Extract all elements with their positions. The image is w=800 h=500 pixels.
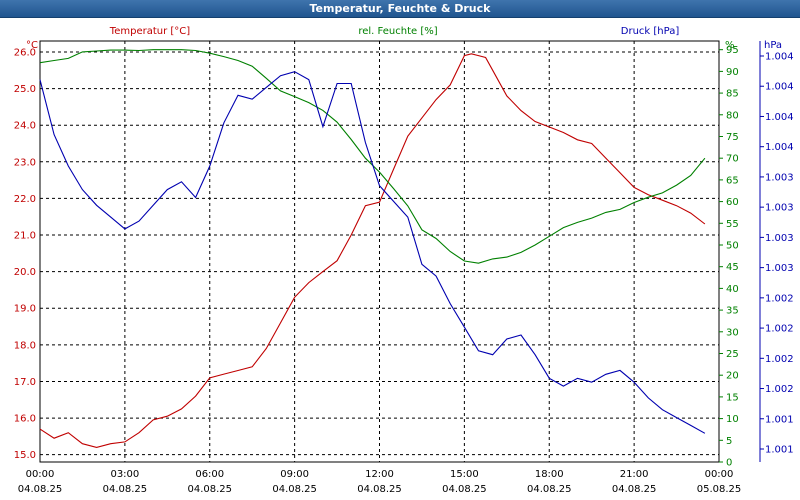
temperature-axis-label: Temperatur [°C] [109, 26, 190, 37]
x-tick-date: 05.08.25 [697, 484, 742, 495]
temperature-tick-label: 26.0 [14, 47, 36, 58]
pressure-tick-labels: 1.001 1.001 1.002 1.002 1.002 1.002 1.003 1.003… [759, 41, 794, 462]
humidity-axis-label: rel. Feuchte [%] [358, 26, 437, 37]
humidity-tick-label: 50 [726, 240, 739, 251]
grid-lines [40, 41, 719, 462]
x-tick-time: 15:00 [450, 469, 479, 480]
series-lines [39, 49, 706, 448]
pressure-tick-label: 1.001 [765, 445, 794, 456]
series-line-humidity [39, 49, 706, 264]
x-tick-date: 04.08.25 [272, 484, 317, 495]
x-tick-time: 09:00 [280, 469, 309, 480]
pressure-axis-label: Druck [hPa] [621, 26, 680, 37]
chart-title: Temperatur, Feuchte & Druck [309, 2, 491, 15]
pressure-tick-label: 1.004 [765, 52, 794, 63]
temperature-tick-label: 16.0 [14, 414, 36, 425]
series-line-temperature [39, 53, 706, 448]
humidity-tick-label: 45 [726, 262, 739, 273]
pressure-tick-label: 1.002 [765, 324, 794, 335]
pressure-tick-label: 1.004 [765, 82, 794, 93]
series-line-pressure [39, 71, 706, 434]
x-tick-time: 00:00 [26, 469, 55, 480]
chart-title-bar: Temperatur, Feuchte & Druck [0, 0, 800, 18]
temperature-tick-label: 25.0 [14, 84, 36, 95]
x-tick-time: 03:00 [110, 469, 139, 480]
humidity-tick-label: 25 [726, 349, 739, 360]
humidity-tick-label: 75 [726, 132, 739, 143]
temperature-tick-label: 24.0 [14, 121, 36, 132]
x-tick-date: 04.08.25 [18, 484, 63, 495]
temperature-tick-label: 20.0 [14, 267, 36, 278]
temperature-tick-label: 21.0 [14, 231, 36, 242]
x-tick-date: 04.08.25 [527, 484, 572, 495]
x-tick-date: 04.08.25 [612, 484, 657, 495]
humidity-tick-label: 10 [726, 414, 739, 425]
x-tick-time: 00:00 [705, 469, 734, 480]
humidity-tick-label: 40 [726, 284, 739, 295]
humidity-tick-label: 65 [726, 175, 739, 186]
temperature-unit-label: °C [26, 40, 38, 51]
x-tick-time: 12:00 [365, 469, 394, 480]
humidity-tick-label: 30 [726, 327, 739, 338]
humidity-tick-label: 55 [726, 219, 739, 230]
humidity-tick-label: 20 [726, 371, 739, 382]
humidity-tick-label: 0 [726, 458, 732, 469]
pressure-tick-label: 1.003 [765, 263, 794, 274]
x-tick-time: 18:00 [535, 469, 564, 480]
pressure-tick-label: 1.004 [765, 112, 794, 123]
humidity-tick-label: 15 [726, 392, 739, 403]
pressure-tick-label: 1.001 [765, 414, 794, 425]
pressure-unit-label: hPa [764, 40, 782, 51]
pressure-tick-label: 1.002 [765, 293, 794, 304]
temperature-tick-label: 22.0 [14, 194, 36, 205]
pressure-tick-label: 1.003 [765, 172, 794, 183]
pressure-tick-label: 1.003 [765, 233, 794, 244]
temperature-tick-label: 19.0 [14, 304, 36, 315]
temperature-tick-labels: 15.0 16.0 17.0 18.0 19.0 20.0 21.0 22.0 23.0 24.0… [14, 47, 36, 461]
pressure-tick-label: 1.004 [765, 142, 794, 153]
x-tick-date: 04.08.25 [103, 484, 148, 495]
x-tick-time: 06:00 [195, 469, 224, 480]
pressure-tick-label: 1.002 [765, 354, 794, 365]
x-tick-date: 04.08.25 [187, 484, 232, 495]
humidity-tick-label: 80 [726, 110, 739, 121]
temperature-tick-label: 18.0 [14, 340, 36, 351]
humidity-tick-label: 90 [726, 67, 739, 78]
humidity-unit-label: % [725, 40, 735, 51]
temperature-tick-label: 17.0 [14, 377, 36, 388]
temperature-tick-label: 23.0 [14, 157, 36, 168]
humidity-tick-label: 85 [726, 89, 739, 100]
plot-area [39, 40, 720, 463]
pressure-tick-label: 1.003 [765, 203, 794, 214]
humidity-tick-label: 60 [726, 197, 739, 208]
humidity-tick-label: 70 [726, 154, 739, 165]
pressure-tick-label: 1.002 [765, 384, 794, 395]
humidity-tick-label: 5 [726, 436, 732, 447]
x-tick-date: 04.08.25 [442, 484, 487, 495]
x-tick-date: 04.08.25 [357, 484, 402, 495]
x-tick-time: 21:00 [620, 469, 649, 480]
x-tick-labels: 00:00 04.08.25 03:00 04.08.25 06:00 04.08.25 0… [18, 469, 742, 495]
humidity-tick-label: 95 [726, 45, 739, 56]
humidity-tick-label: 35 [726, 306, 739, 317]
temperature-tick-label: 15.0 [14, 450, 36, 461]
humidity-tick-labels: 0 5 10 15 20 25 30 35 40 45 50 55 60 65 70 75 80 85 90 95 [719, 45, 739, 469]
